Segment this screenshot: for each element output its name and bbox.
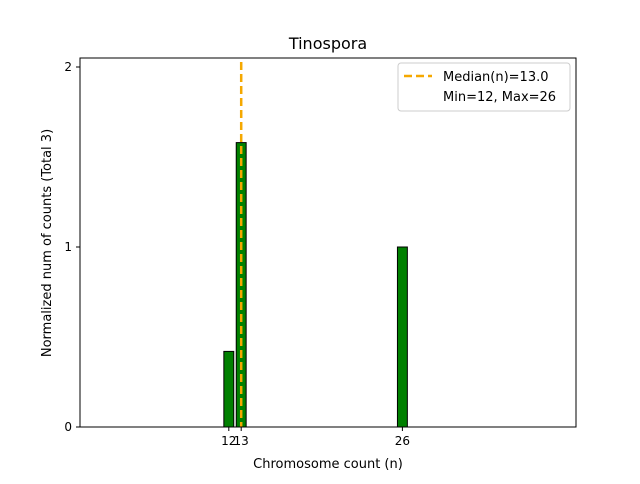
legend-entry-range: Min=12, Max=26: [443, 90, 556, 105]
legend-frame: [397, 62, 571, 112]
x-tick-label-13: 13: [234, 434, 249, 448]
x-tick-label-26: 26: [395, 434, 410, 448]
y-axis-ticks: 0 1 2: [64, 60, 80, 434]
y-tick-label-2: 2: [64, 60, 72, 74]
legend: Median(n)=13.0 Min=12, Max=26: [397, 62, 571, 112]
x-tick-label-12: 12: [221, 434, 236, 448]
legend-entry-median: Median(n)=13.0: [443, 70, 549, 85]
chart-title: Tinospora: [288, 34, 367, 53]
bar-26: [396, 246, 408, 428]
y-axis-label: Normalized num of counts (Total 3): [40, 129, 55, 357]
y-tick-label-0: 0: [64, 420, 72, 434]
y-tick-label-1: 1: [64, 240, 72, 254]
x-axis-label: Chromosome count (n): [253, 457, 403, 472]
plot-frame: [79, 57, 577, 428]
bar-12: [223, 350, 235, 428]
